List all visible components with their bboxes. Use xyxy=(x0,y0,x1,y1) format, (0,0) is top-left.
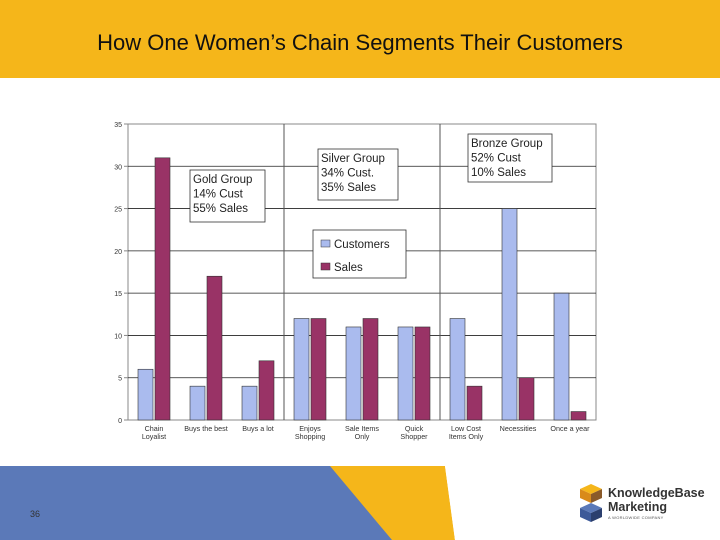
x-tick-label: Quick Shopper xyxy=(400,424,428,441)
group-annotation-box xyxy=(189,169,266,223)
legend-label: Sales xyxy=(334,262,363,274)
y-tick-label: 0 xyxy=(118,418,122,425)
customers-bar xyxy=(137,368,154,421)
group-annotation-box xyxy=(317,148,399,201)
x-tick-label: Low Cost Items Only xyxy=(449,424,484,441)
customers-bar xyxy=(241,385,258,421)
company-logo: KnowledgeBase Marketing A WORLDWIDE COMP… xyxy=(578,484,708,530)
footer-band xyxy=(0,466,720,540)
sales-bar xyxy=(466,385,483,421)
stacked-cubes-icon xyxy=(580,484,602,522)
y-tick-label: 15 xyxy=(114,291,122,298)
y-tick-label: 20 xyxy=(114,249,122,256)
x-tick-label: Necessities xyxy=(500,424,537,433)
x-tick-label: Buys the best xyxy=(184,424,228,433)
sales-bar xyxy=(154,157,171,421)
customers-bar xyxy=(345,326,362,421)
group-annotation: Bronze Group 52% Cust 10% Sales xyxy=(471,138,543,179)
customers-bar xyxy=(449,318,466,421)
sales-bar xyxy=(362,318,379,421)
sales-bar xyxy=(570,411,587,421)
y-tick-label: 30 xyxy=(114,164,122,171)
logo-tagline: A WORLDWIDE COMPANY xyxy=(608,515,664,520)
title-bar xyxy=(0,0,720,78)
x-tick-label: Buys a lot xyxy=(242,424,274,433)
customers-bar xyxy=(189,385,206,421)
group-annotation: Silver Group 34% Cust. 35% Sales xyxy=(321,153,385,194)
logo-name-line2: Marketing xyxy=(608,500,668,514)
y-tick-label: 5 xyxy=(118,376,122,383)
sales-bar xyxy=(518,377,535,421)
slide-number: 36 xyxy=(30,509,41,519)
x-tick-label: Enjoys Shopping xyxy=(295,424,325,441)
y-tick-label: 35 xyxy=(114,122,122,129)
y-tick-label: 10 xyxy=(114,333,122,340)
slide-title: How One Women’s Chain Segments Their Cus… xyxy=(97,30,623,55)
customers-bar xyxy=(293,318,310,421)
sales-bar xyxy=(206,275,223,421)
sales-bar xyxy=(258,360,275,421)
sales-bar xyxy=(310,318,327,421)
group-annotation: Gold Group 14% Cust 55% Sales xyxy=(193,174,252,215)
customers-bar xyxy=(501,208,518,421)
legend-label: Customers xyxy=(334,239,390,251)
customers-bar xyxy=(553,292,570,421)
customers-bar xyxy=(397,326,414,421)
sales-bar xyxy=(414,326,431,421)
logo-name-line1: KnowledgeBase xyxy=(608,486,705,500)
x-tick-label: Once a year xyxy=(550,424,590,433)
group-annotation-box xyxy=(467,133,553,183)
legend-swatch xyxy=(320,239,331,248)
y-tick-label: 25 xyxy=(114,207,122,214)
x-tick-label: Chain Loyalist xyxy=(142,424,166,441)
legend-swatch xyxy=(320,262,331,271)
x-tick-label: Sale Items Only xyxy=(345,424,379,441)
